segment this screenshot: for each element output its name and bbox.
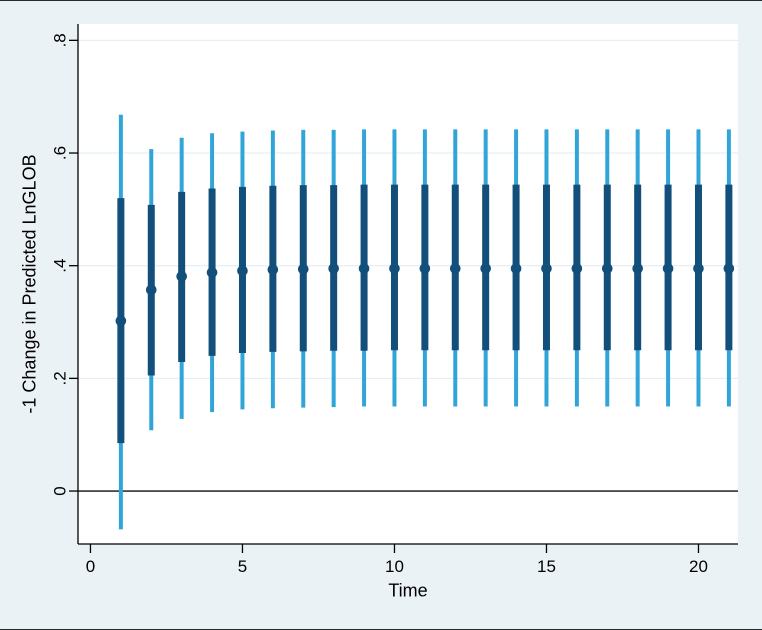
point-estimate-dot [145, 284, 157, 296]
point-estimate-dot [115, 315, 127, 327]
point-estimate-dot [419, 263, 431, 274]
point-estimate-dot [176, 271, 187, 282]
point-estimate-dot [267, 264, 279, 275]
point-estimate-dot [510, 263, 522, 274]
point-estimate-dot [571, 263, 583, 274]
point-estimate-dot [297, 263, 309, 275]
x-tick-label: 20 [689, 557, 708, 576]
point-estimate-dot [206, 267, 218, 278]
y-tick-label: 0 [51, 486, 70, 495]
y-tick-label: .8 [51, 33, 70, 47]
point-estimate-dot [662, 263, 674, 274]
x-tick-label: 10 [385, 557, 404, 576]
x-tick-label: 0 [86, 557, 95, 576]
point-estimate-dot [328, 263, 339, 274]
y-tick-label: .6 [51, 146, 70, 160]
point-estimate-dot [693, 263, 704, 274]
y-axis-title: -1 Change in Predicted LnGLOB [19, 154, 40, 414]
x-axis-title: Time [388, 580, 428, 601]
point-estimate-dot [632, 263, 643, 274]
y-tick-label: .4 [51, 259, 70, 273]
point-estimate-dot [541, 263, 552, 274]
point-estimate-dot [237, 265, 248, 277]
point-estimate-markers [115, 263, 735, 327]
plot-area [78, 24, 738, 544]
axes: 0 .2 .4 .6 .8 0 5 10 15 20 [51, 24, 738, 576]
x-tick-label: 5 [238, 557, 247, 576]
y-tick-label: .2 [51, 371, 70, 385]
point-estimate-dot [480, 263, 491, 274]
point-estimate-dot [389, 263, 400, 274]
gridlines [78, 39, 738, 379]
point-estimate-dot [723, 263, 735, 274]
point-estimate-dot [601, 263, 613, 274]
point-estimate-dot [358, 263, 370, 274]
x-tick-label: 15 [537, 557, 556, 576]
point-estimate-dot [449, 263, 461, 274]
